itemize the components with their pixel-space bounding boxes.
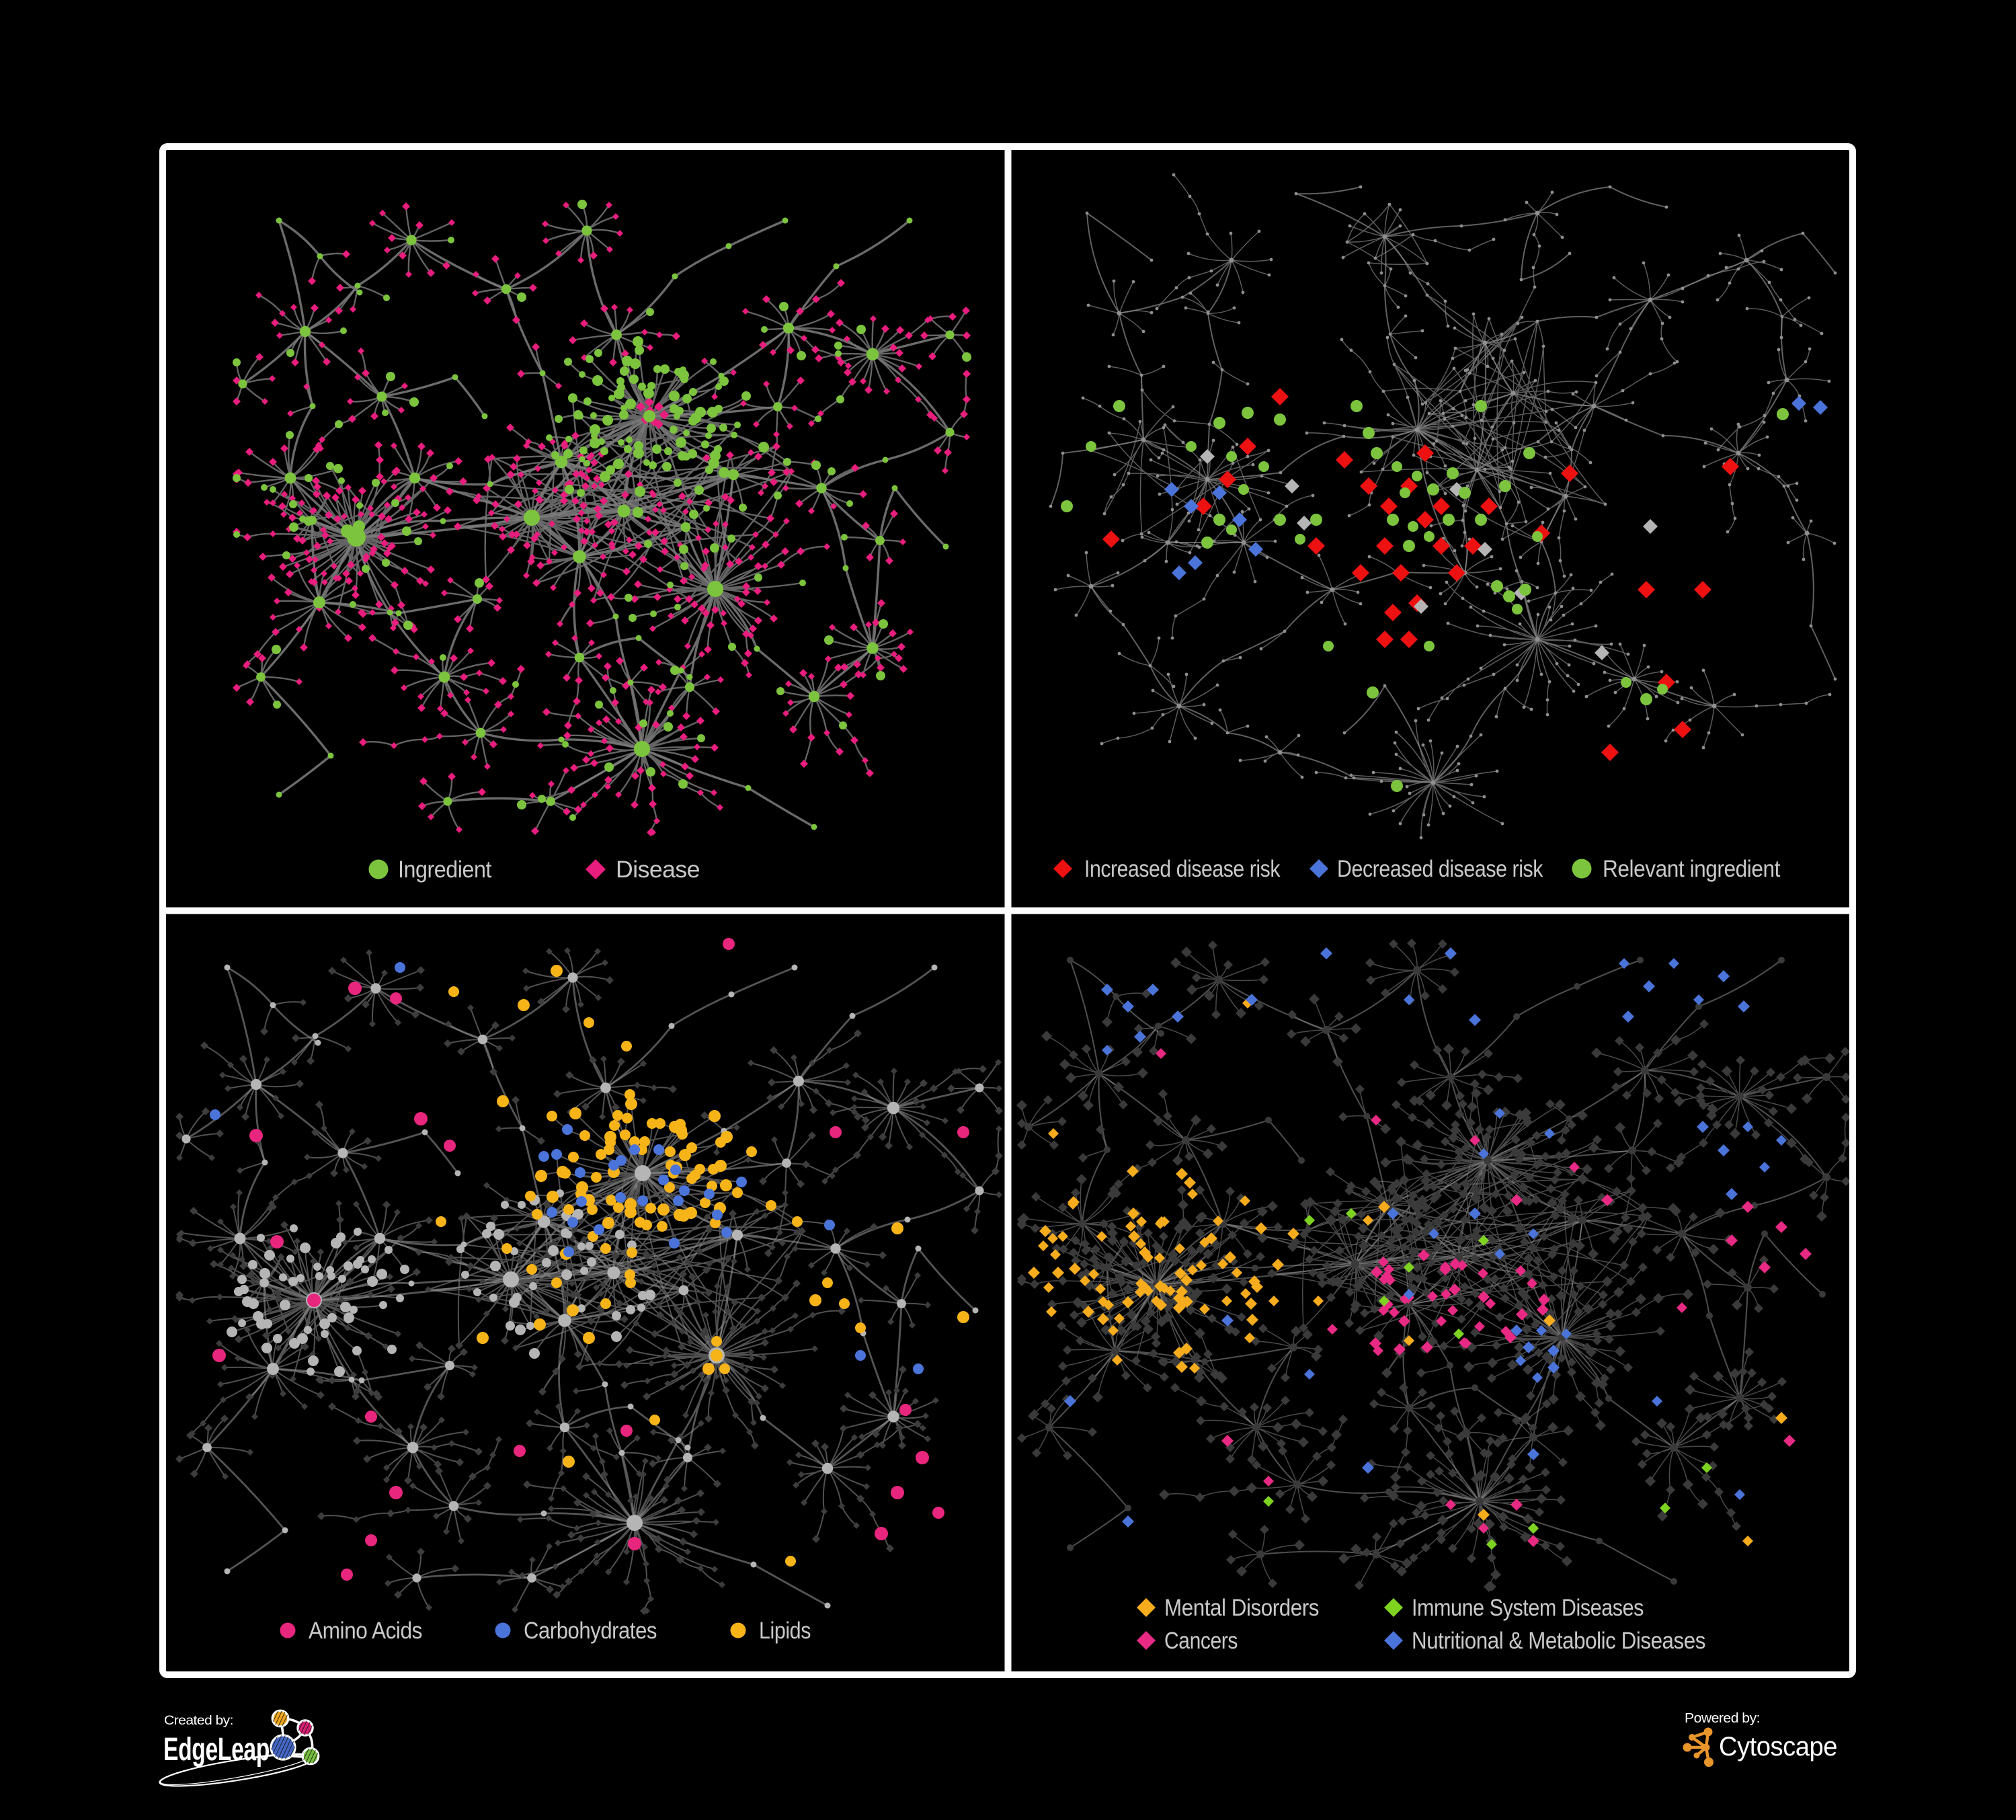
svg-text:Immune System Diseases: Immune System Diseases xyxy=(1412,1595,1644,1621)
svg-text:Decreased disease risk: Decreased disease risk xyxy=(1337,856,1543,882)
svg-text:Powered by:: Powered by: xyxy=(1685,1711,1760,1726)
svg-text:Nutritional & Metabolic Diseas: Nutritional & Metabolic Diseases xyxy=(1412,1628,1705,1654)
svg-text:Cancers: Cancers xyxy=(1164,1628,1238,1654)
svg-text:EdgeLeap: EdgeLeap xyxy=(163,1732,270,1768)
svg-text:Cytoscape: Cytoscape xyxy=(1719,1732,1837,1762)
svg-text:Relevant ingredient: Relevant ingredient xyxy=(1603,856,1781,882)
svg-text:Carbohydrates: Carbohydrates xyxy=(524,1618,657,1644)
svg-text:Created by:: Created by: xyxy=(164,1714,233,1728)
svg-text:Lipids: Lipids xyxy=(759,1618,811,1644)
svg-text:Increased disease risk: Increased disease risk xyxy=(1084,856,1281,882)
svg-text:Disease: Disease xyxy=(616,857,700,883)
svg-text:Mental Disorders: Mental Disorders xyxy=(1164,1595,1319,1621)
svg-text:Ingredient: Ingredient xyxy=(398,857,492,883)
svg-text:Amino Acids: Amino Acids xyxy=(309,1618,422,1644)
